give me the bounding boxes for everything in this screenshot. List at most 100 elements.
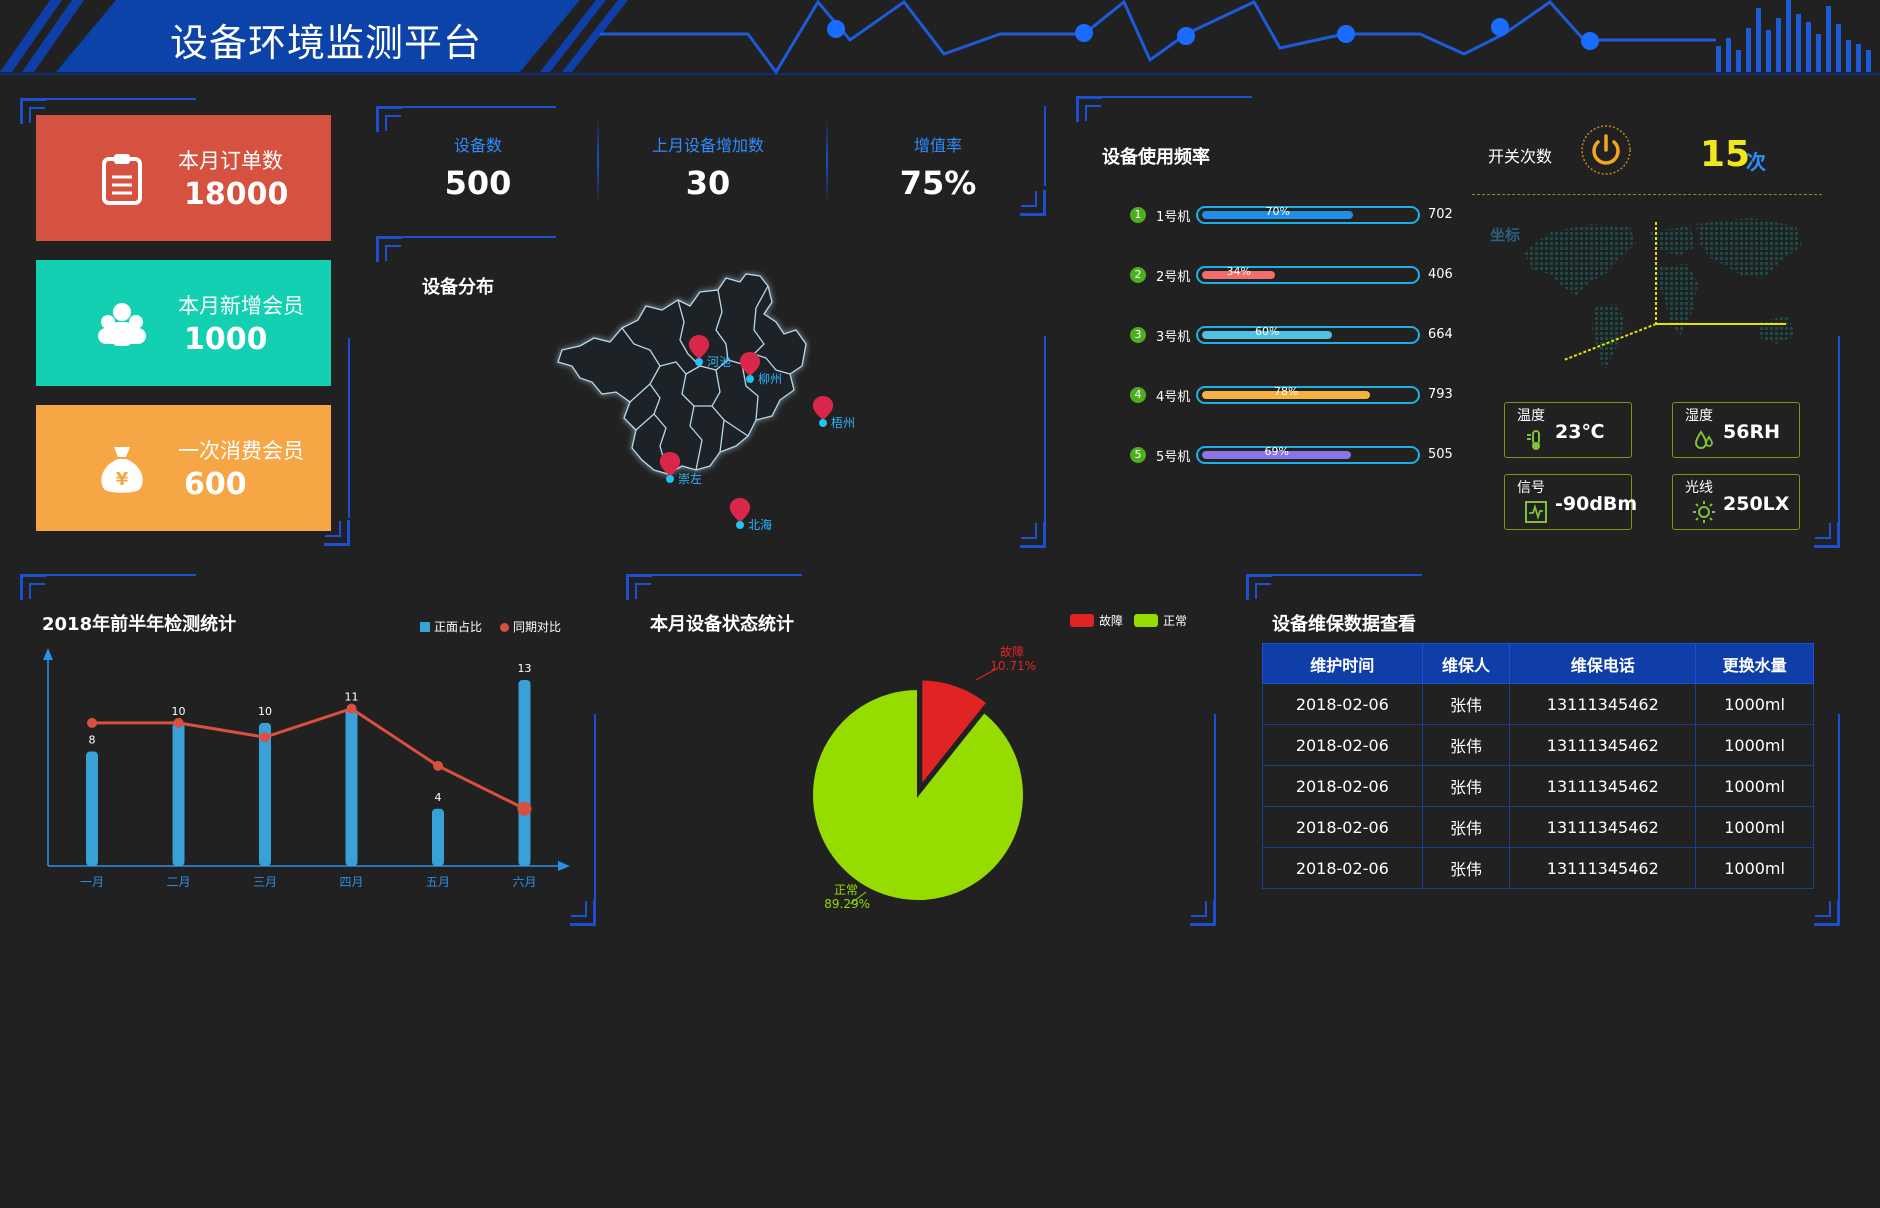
column-header[interactable]: 维保人 [1421,643,1511,684]
sensor-light: 光线 250LX [1672,474,1800,530]
usage-row[interactable]: 5 5号机 69% 505 [1130,445,1460,466]
x-axis-arrow [558,861,570,871]
pie-leader-line [975,667,999,681]
city-marker-beihai[interactable]: 北海 [728,496,772,534]
legend-label: 同期对比 [513,620,562,634]
city-marker-liuzhou[interactable]: 柳州 [738,350,782,388]
usage-progress-fill [1202,451,1351,459]
sensor-value: 250LX [1723,493,1790,515]
pie-slice-name: 故障 [1000,644,1024,659]
table-row[interactable]: 2018-02-06 张伟 13111345462 1000ml [1262,724,1814,766]
usage-percent: 69% [1264,445,1289,458]
table-cell: 2018-02-06 [1262,683,1423,725]
line-series [92,706,526,811]
city-label: 北海 [748,518,773,532]
sensor-value: 23℃ [1555,421,1605,443]
bar-五月 [432,808,444,866]
city-marker-chongzuo[interactable]: 崇左 [658,450,702,488]
x-tick-label: 六月 [512,875,536,889]
map-pin-icon [659,452,681,483]
money-bag-icon: ¥ [101,447,143,493]
city-marker-wuzhou[interactable]: 梧州 [811,394,855,432]
legend-fault[interactable]: 故障 [1070,612,1123,629]
usage-progress-bar: 69% [1196,445,1420,464]
table-cell: 张伟 [1421,806,1511,848]
pie-slice-percent: 89.29% [824,897,870,910]
table-cell: 2018-02-06 [1262,847,1423,889]
bar-value-label: 13 [518,662,532,675]
signal-icon [1525,501,1547,523]
kpi-card-one-time-members[interactable]: ¥ 一次消费会员 600 [36,405,331,531]
legend-label: 故障 [1099,614,1124,628]
kpi-value: 1000 [184,322,268,357]
stat-device-increase: 上月设备增加数 30 [598,132,818,202]
column-header[interactable]: 维护时间 [1262,643,1423,684]
table-row[interactable]: 2018-02-06 张伟 13111345462 1000ml [1262,683,1814,725]
usage-progress-fill [1202,271,1275,279]
usage-value: 505 [1428,447,1453,462]
power-icon[interactable] [1580,124,1632,176]
kpi-card-orders[interactable]: 本月订单数 18000 [36,115,331,241]
stat-divider [597,118,599,204]
usage-row[interactable]: 3 3号机 60% 664 [1130,325,1460,346]
sensor-label: 温度 [1517,408,1545,424]
switch-count-unit: 次 [1746,150,1766,174]
table-cell: 1000ml [1695,765,1814,807]
column-header[interactable]: 维保电话 [1509,643,1697,684]
usage-row[interactable]: 1 1号机 70% 702 [1130,205,1460,226]
sensor-value: 56RH [1723,421,1780,443]
table-row[interactable]: 2018-02-06 张伟 13111345462 1000ml [1262,806,1814,848]
city-marker-hechi[interactable]: 河池 [687,333,731,371]
map-pin-icon [729,498,751,529]
legend-normal[interactable]: 正常 [1134,612,1187,629]
bar-三月 [259,722,271,866]
sensor-label: 湿度 [1685,408,1713,424]
x-tick-label: 四月 [339,875,363,889]
table-row[interactable]: 2018-02-06 张伟 13111345462 1000ml [1262,765,1814,807]
usage-row[interactable]: 4 4号机 78% 793 [1130,385,1460,406]
table-cell: 13111345462 [1509,806,1697,848]
sun-icon [1693,501,1715,523]
kpi-label: 本月订单数 [178,149,283,173]
world-map-coordinates [1524,218,1802,372]
maintenance-title: 设备维保数据查看 [1272,614,1416,635]
line-point [260,732,270,743]
table-cell: 张伟 [1421,765,1511,807]
usage-value: 702 [1428,207,1453,222]
column-header[interactable]: 更换水量 [1695,643,1814,684]
usage-percent: 78% [1274,385,1299,398]
machine-name: 5号机 [1156,450,1191,465]
kpi-card-new-members[interactable]: 本月新增会员 1000 [36,260,331,386]
table-cell: 2018-02-06 [1262,806,1423,848]
machine-name: 4号机 [1156,390,1191,405]
city-label: 柳州 [758,372,783,386]
kpi-label: 一次消费会员 [178,439,304,463]
table-row[interactable]: 2018-02-06 张伟 13111345462 1000ml [1262,847,1814,889]
sensor-label: 信号 [1517,480,1545,496]
stat-label: 增值率 [913,136,962,155]
rank-badge: 2 [1130,267,1146,283]
sensor-temperature: 温度 23℃ [1504,402,1632,458]
pie-slice-percent: 10.71% [990,659,1036,673]
usage-value: 793 [1428,387,1453,402]
switch-count-value: 15 [1700,134,1751,175]
x-tick-label: 一月 [80,875,104,889]
usage-percent: 34% [1226,265,1251,278]
legend-bar[interactable]: 正面占比 [420,618,482,635]
usage-value: 406 [1428,267,1453,282]
usage-row[interactable]: 2 2号机 34% 406 [1130,265,1460,286]
page-title: 设备环境监测平台 [170,21,483,65]
table-cell: 13111345462 [1509,765,1697,807]
table-cell: 13111345462 [1509,683,1697,725]
bar-六月 [518,680,531,866]
legend-line[interactable]: 同期对比 [500,618,561,635]
kpi-label: 本月新增会员 [178,294,304,318]
table-cell: 13111345462 [1509,847,1697,889]
table-cell: 张伟 [1421,683,1511,725]
divider [1472,194,1822,195]
usage-percent: 70% [1265,205,1290,218]
header-bar: 设备环境监测平台 [0,0,1880,80]
rank-badge: 3 [1130,327,1146,343]
city-label: 河池 [707,355,732,369]
